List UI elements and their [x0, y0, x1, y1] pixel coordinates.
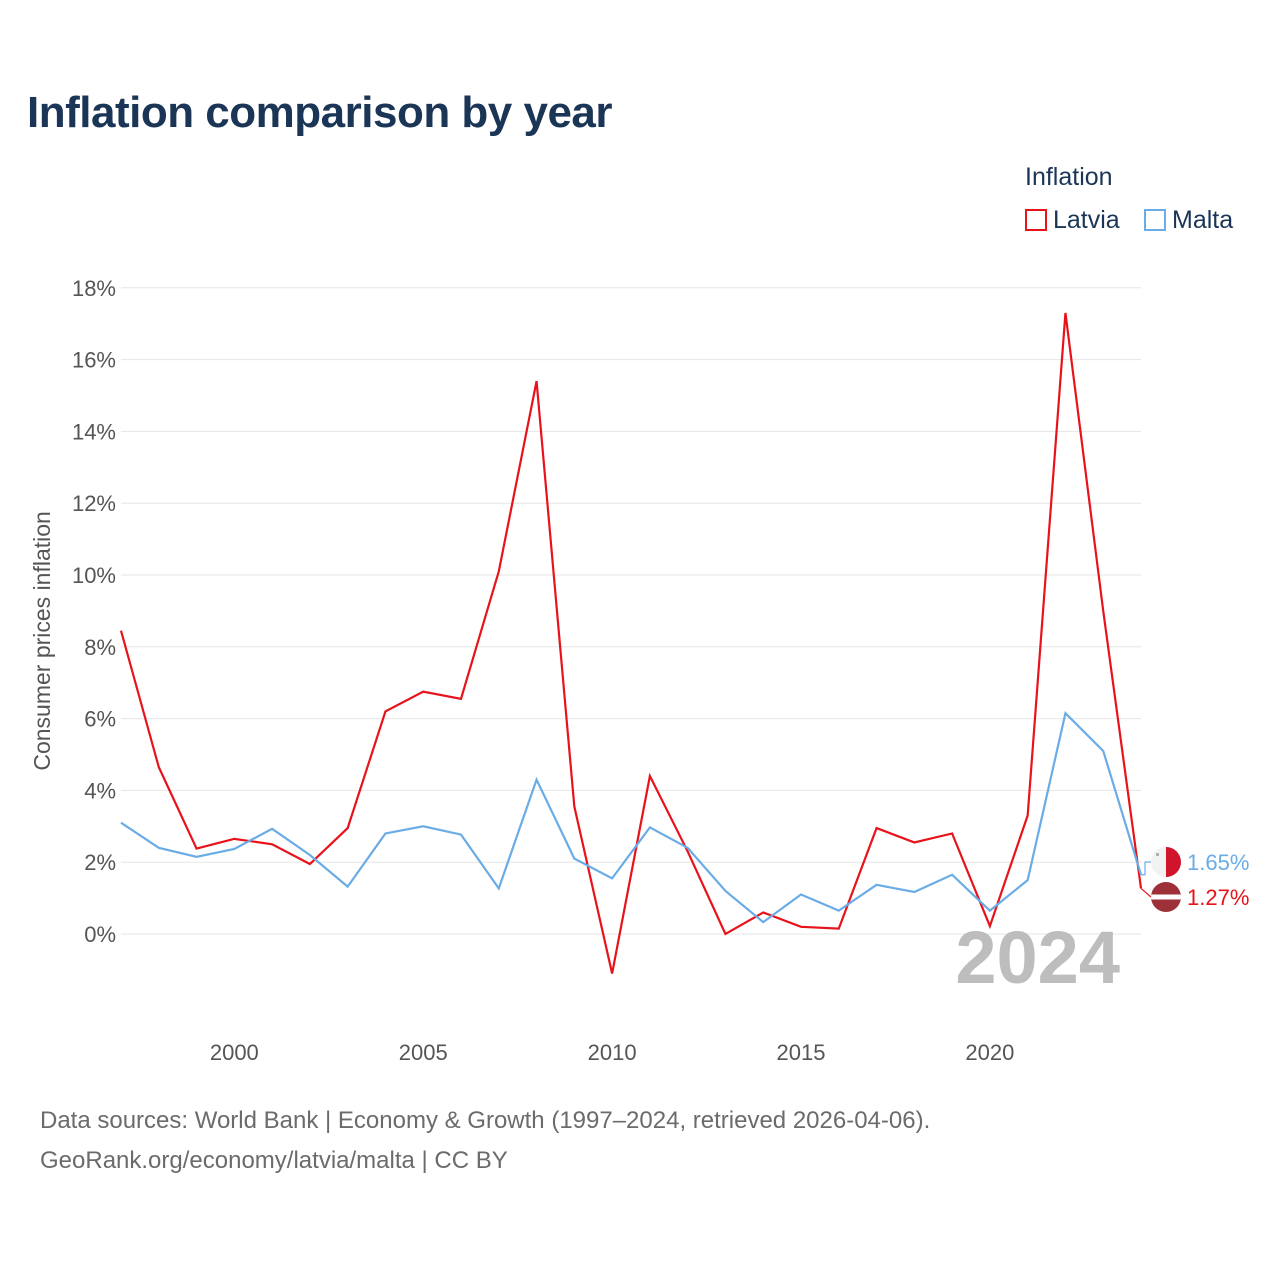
data-point-malta-2022	[1062, 710, 1068, 716]
y-tick-label-10: 10%	[72, 563, 116, 588]
malta-flag-icon-cross	[1156, 853, 1159, 856]
data-point-malta-2005	[420, 823, 426, 829]
data-point-latvia-2023	[1100, 608, 1106, 614]
data-point-latvia-2022	[1062, 310, 1068, 316]
y-tick-label-12: 12%	[72, 491, 116, 516]
data-point-latvia-2009	[571, 804, 577, 810]
data-point-latvia-1999	[194, 846, 200, 852]
y-axis-title: Consumer prices inflation	[29, 511, 55, 771]
legend-label-latvia: Latvia	[1053, 205, 1120, 234]
data-point-malta-2009	[571, 856, 577, 862]
data-point-malta-2019	[949, 872, 955, 878]
data-point-malta-2014	[760, 919, 766, 925]
legend-swatch-latvia	[1025, 209, 1047, 231]
data-point-malta-2015	[798, 892, 804, 898]
malta-flag-icon-white	[1151, 847, 1166, 877]
data-point-malta-2017	[874, 882, 880, 888]
data-point-latvia-2003	[345, 825, 351, 831]
data-point-latvia-2014	[760, 909, 766, 915]
y-tick-label-2: 2%	[84, 850, 116, 875]
series-line-malta	[120, 711, 1143, 924]
data-point-latvia-2016	[836, 926, 842, 932]
end-label-latvia: 1.27%	[1187, 885, 1249, 910]
legend-swatch-malta	[1144, 209, 1166, 231]
data-point-latvia-2018	[911, 839, 917, 845]
data-point-malta-2000	[231, 846, 237, 852]
data-point-malta-2001	[269, 826, 275, 832]
data-point-malta-2016	[836, 908, 842, 914]
y-tick-label-6: 6%	[84, 707, 116, 732]
data-point-latvia-2010	[609, 970, 615, 976]
y-tick-label-4: 4%	[84, 778, 116, 803]
data-point-latvia-2015	[798, 924, 804, 930]
x-tick-label-2000: 2000	[210, 1040, 259, 1065]
data-point-malta-2007	[496, 885, 502, 891]
data-point-malta-2023	[1100, 748, 1106, 754]
data-point-malta-2004	[382, 830, 388, 836]
end-connector-latvia	[1140, 887, 1152, 898]
y-tick-label-18: 18%	[72, 276, 116, 301]
y-tick-label-14: 14%	[72, 419, 116, 444]
legend-item-malta[interactable]: Malta	[1144, 204, 1233, 236]
x-tick-label-2005: 2005	[399, 1040, 448, 1065]
data-point-latvia-2013	[722, 931, 728, 937]
legend-title: Inflation	[1025, 163, 1113, 191]
data-point-latvia-2000	[231, 836, 237, 842]
data-point-latvia-2021	[1025, 813, 1031, 819]
data-point-malta-2018	[911, 889, 917, 895]
data-point-latvia-2005	[420, 689, 426, 695]
data-point-latvia-2017	[874, 825, 880, 831]
chart-title: Inflation comparison by year	[27, 88, 613, 137]
data-point-malta-2003	[345, 884, 351, 890]
x-tick-label-2015: 2015	[777, 1040, 826, 1065]
legend-label-malta: Malta	[1172, 205, 1234, 234]
data-point-latvia-2020	[987, 923, 993, 929]
x-tick-label-2020: 2020	[965, 1040, 1014, 1065]
data-point-malta-2011	[647, 824, 653, 830]
data-point-malta-2010	[609, 875, 615, 881]
data-point-malta-2008	[534, 777, 540, 783]
end-connector-malta	[1141, 861, 1151, 876]
malta-flag-icon-red	[1166, 847, 1181, 877]
data-point-latvia-1997	[118, 628, 124, 634]
data-point-malta-1999	[194, 854, 200, 860]
legend-item-latvia[interactable]: Latvia	[1025, 204, 1120, 236]
data-point-latvia-2004	[382, 708, 388, 714]
latvia-flag-icon-stripe	[1151, 894, 1181, 900]
data-point-malta-1997	[118, 820, 124, 826]
data-point-malta-2006	[458, 832, 464, 838]
data-point-latvia-2007	[496, 568, 502, 574]
year-watermark: 2024	[955, 916, 1120, 999]
data-point-latvia-1998	[156, 764, 162, 770]
x-tick-label-2010: 2010	[588, 1040, 637, 1065]
attribution-link[interactable]: GeoRank.org/economy/latvia/malta | CC BY	[40, 1147, 508, 1174]
data-point-latvia-2006	[458, 696, 464, 702]
y-tick-label-8: 8%	[84, 635, 116, 660]
data-point-malta-2021	[1025, 877, 1031, 883]
data-point-malta-2012	[685, 845, 691, 851]
y-tick-label-0: 0%	[84, 922, 116, 947]
data-point-malta-2013	[722, 888, 728, 894]
data-point-latvia-2001	[269, 841, 275, 847]
line-chart: 0% 2% 4% 6% 8% 10% 12% 14% 16% 18% 2000 2005 2010 201…	[29, 276, 1249, 1065]
series-line-latvia	[119, 312, 1143, 974]
data-point-latvia-2011	[647, 773, 653, 779]
data-point-latvia-2019	[949, 830, 955, 836]
data-point-malta-2020	[987, 908, 993, 914]
data-point-latvia-2008	[534, 378, 540, 384]
data-source-note: Data sources: World Bank | Economy & Gro…	[40, 1107, 931, 1134]
data-point-malta-1998	[156, 845, 162, 851]
data-point-malta-2002	[307, 852, 313, 858]
data-point-latvia-2002	[307, 861, 313, 867]
y-tick-label-16: 16%	[72, 348, 116, 373]
end-label-malta: 1.65%	[1187, 850, 1249, 875]
